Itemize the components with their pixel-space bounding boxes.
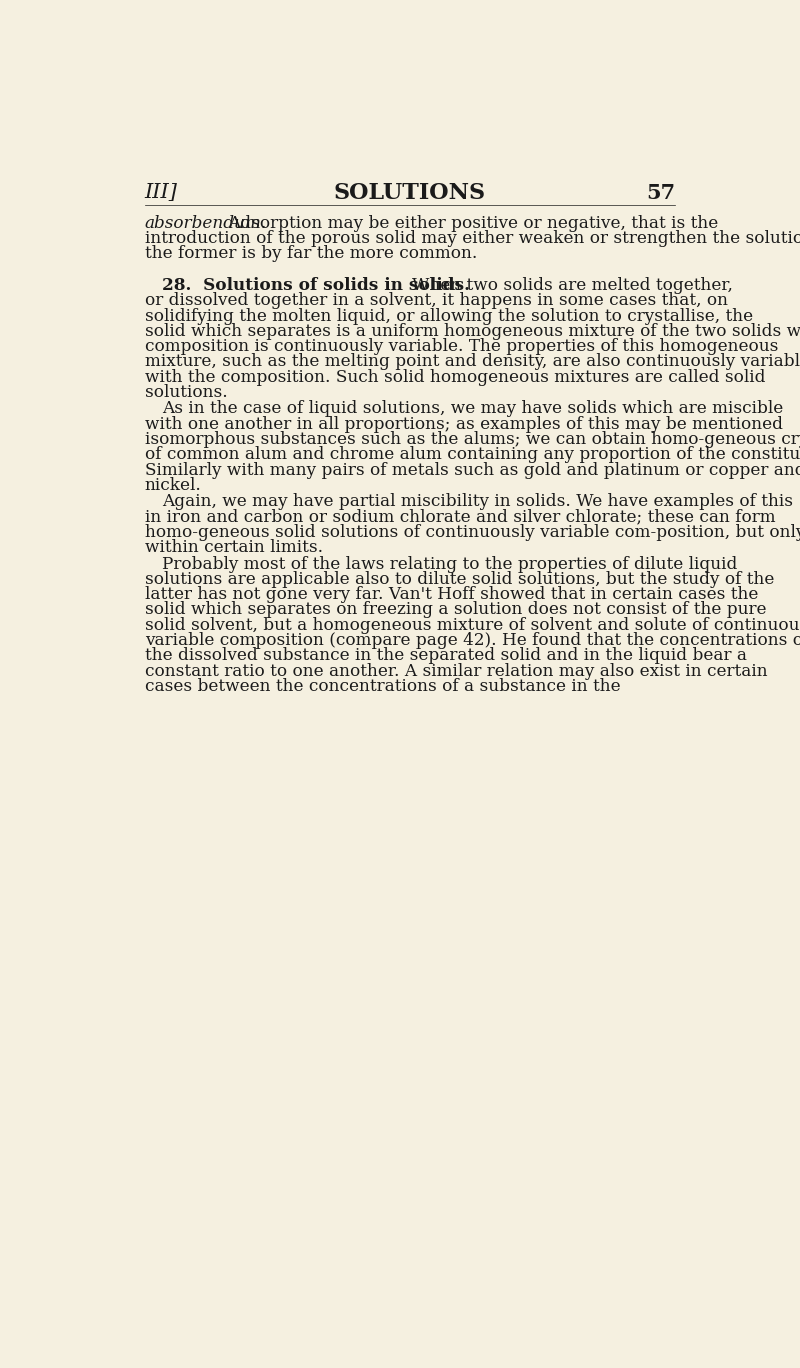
Text: absorbendum.: absorbendum. bbox=[145, 215, 267, 231]
Text: in iron and carbon or sodium chlorate and silver chlorate; these can form: in iron and carbon or sodium chlorate an… bbox=[145, 509, 775, 525]
Text: within certain limits.: within certain limits. bbox=[145, 539, 322, 557]
Text: the former is by far the more common.: the former is by far the more common. bbox=[145, 245, 477, 263]
Text: mixture, such as the melting point and density, are also continuously variable: mixture, such as the melting point and d… bbox=[145, 353, 800, 371]
Text: Adsorption may be either positive or negative, that is the: Adsorption may be either positive or neg… bbox=[229, 215, 718, 231]
Text: solid which separates is a uniform homogeneous mixture of the two solids whose: solid which separates is a uniform homog… bbox=[145, 323, 800, 339]
Text: introduction of the porous solid may either weaken or strengthen the solution;: introduction of the porous solid may eit… bbox=[145, 230, 800, 248]
Text: solid which separates on freezing a solution does not consist of the pure: solid which separates on freezing a solu… bbox=[145, 602, 766, 618]
Text: solutions are applicable also to dilute solid solutions, but the study of the: solutions are applicable also to dilute … bbox=[145, 570, 774, 588]
Text: composition is continuously variable. The properties of this homogeneous: composition is continuously variable. Th… bbox=[145, 338, 778, 356]
Text: homo-geneous solid solutions of continuously variable com-position, but only: homo-geneous solid solutions of continuo… bbox=[145, 524, 800, 540]
Text: III]: III] bbox=[145, 183, 178, 202]
Text: or dissolved together in a solvent, it happens in some cases that, on: or dissolved together in a solvent, it h… bbox=[145, 293, 728, 309]
Text: 28.  Solutions of solids in solids.: 28. Solutions of solids in solids. bbox=[162, 278, 470, 294]
Text: solutions.: solutions. bbox=[145, 384, 227, 401]
Text: 57: 57 bbox=[646, 182, 675, 202]
Text: When two solids are melted together,: When two solids are melted together, bbox=[412, 278, 733, 294]
Text: As in the case of liquid solutions, we may have solids which are miscible: As in the case of liquid solutions, we m… bbox=[162, 401, 783, 417]
Text: of common alum and chrome alum containing any proportion of the constituents.: of common alum and chrome alum containin… bbox=[145, 446, 800, 464]
Text: isomorphous substances such as the alums; we can obtain homo-geneous crystals: isomorphous substances such as the alums… bbox=[145, 431, 800, 447]
Text: variable composition (compare page 42). He found that the concentrations of: variable composition (compare page 42). … bbox=[145, 632, 800, 648]
Text: solid solvent, but a homogeneous mixture of solvent and solute of continuously: solid solvent, but a homogeneous mixture… bbox=[145, 617, 800, 633]
Text: nickel.: nickel. bbox=[145, 477, 202, 494]
Text: the dissolved substance in the separated solid and in the liquid bear a: the dissolved substance in the separated… bbox=[145, 647, 746, 665]
Text: Probably most of the laws relating to the properties of dilute liquid: Probably most of the laws relating to th… bbox=[162, 555, 738, 573]
Text: solidifying the molten liquid, or allowing the solution to crystallise, the: solidifying the molten liquid, or allowi… bbox=[145, 308, 753, 324]
Text: with one another in all proportions; as examples of this may be mentioned: with one another in all proportions; as … bbox=[145, 416, 782, 432]
Text: latter has not gone very far. Van't Hoff showed that in certain cases the: latter has not gone very far. Van't Hoff… bbox=[145, 586, 758, 603]
Text: Again, we may have partial miscibility in solids. We have examples of this: Again, we may have partial miscibility i… bbox=[162, 494, 793, 510]
Text: cases between the concentrations of a substance in the: cases between the concentrations of a su… bbox=[145, 677, 620, 695]
Text: with the composition. Such solid homogeneous mixtures are called solid: with the composition. Such solid homogen… bbox=[145, 369, 765, 386]
Text: SOLUTIONS: SOLUTIONS bbox=[334, 182, 486, 204]
Text: Similarly with many pairs of metals such as gold and platinum or copper and: Similarly with many pairs of metals such… bbox=[145, 461, 800, 479]
Text: constant ratio to one another. A similar relation may also exist in certain: constant ratio to one another. A similar… bbox=[145, 662, 767, 680]
